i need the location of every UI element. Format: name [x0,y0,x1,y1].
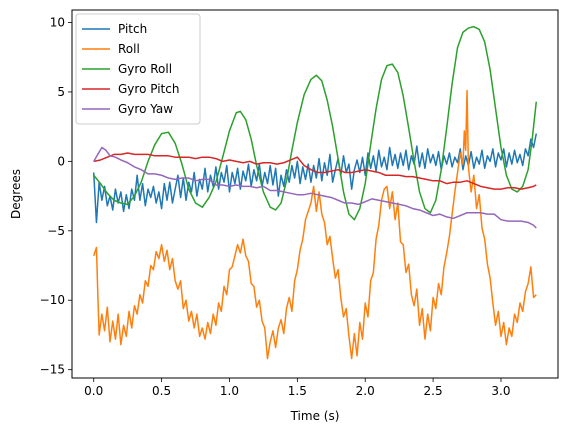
x-tick-label: 0.0 [84,384,103,398]
y-tick-label: −5 [47,224,65,238]
legend-label: Pitch [118,22,147,36]
legend-label: Gyro Roll [118,62,172,76]
legend-label: Gyro Yaw [118,102,173,116]
y-tick-label: 0 [57,154,65,168]
legend-label: Roll [118,42,140,56]
y-tick-label: 5 [57,85,65,99]
legend: Pitch Roll Gyro Roll Gyro Pitch Gyro Yaw [75,13,201,125]
x-tick-label: 3.0 [491,384,510,398]
plot-frame [71,9,559,379]
x-tick-label: 0.5 [152,384,171,398]
x-tick-label: 1.5 [288,384,307,398]
legend-label: Gyro Pitch [118,82,179,96]
series-layer [92,25,538,360]
x-tick-label: 2.0 [356,384,375,398]
series-line-roll [93,89,537,360]
y-axis: −15 −10 −5 0 5 10 [40,15,72,377]
x-tick-label: 2.5 [424,384,443,398]
series-line-gyro-yaw [93,146,537,229]
x-axis: 0.0 0.5 1.0 1.5 2.0 2.5 3.0 [84,378,511,398]
x-axis-label: Time (s) [290,409,340,423]
x-tick-label: 1.0 [220,384,239,398]
y-tick-label: −10 [40,293,65,307]
y-tick-label: 10 [50,15,65,29]
y-tick-label: −15 [40,363,65,377]
series-line-gyro-pitch [93,152,537,190]
y-axis-label: Degrees [9,169,23,219]
legend-box [75,13,201,125]
